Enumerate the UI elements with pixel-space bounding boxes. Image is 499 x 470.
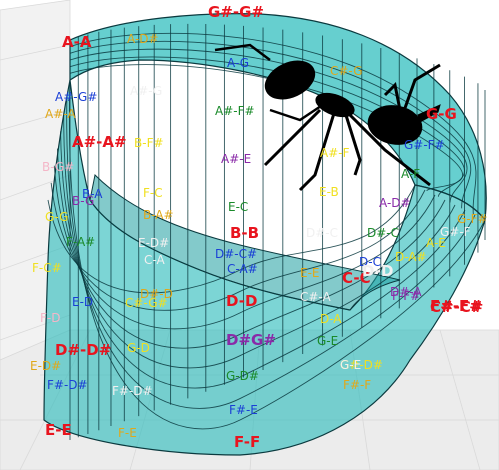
note-pair-label: G-G [426,105,457,123]
note-pair-label: D#-C [367,226,399,240]
ant-antenna [403,63,441,109]
note-pair-label: G-E [340,358,361,372]
note-pair-label: F#-F [343,378,371,392]
mesh-line [69,48,468,203]
mesh-line [68,79,486,430]
note-pair-label: E-E [300,266,320,280]
note-pair-label: A-D# [379,196,411,210]
ant-leg [214,43,271,61]
mesh-line [47,184,416,294]
note-pair-label: D#-D [140,287,173,301]
note-pair-label: F-F [234,433,260,451]
note-pair-label: B-A [82,187,103,201]
ant-leg [298,109,337,192]
note-pair-label: A#-G [130,84,162,98]
note-pair-label: E-D# [138,236,169,250]
note-pair-label: G-F# [457,212,488,226]
note-pair-label: B-F# [134,136,164,150]
note-pair-label: F-C [143,186,163,200]
note-pair-label: A-D# [127,32,159,46]
note-pair-label: E-E [45,421,72,439]
note-pair-label: C#-G [330,64,363,78]
surface [43,13,487,456]
mesh-line [69,32,477,215]
note-pair-label: A-E [426,236,446,250]
grid-line [0,109,71,131]
note-pair-label: C-C [342,269,371,287]
note-pair-label: A#-F# [215,104,255,118]
ant-leg [269,98,331,122]
ant-leg [263,108,322,167]
note-pair-label: G#-F# [404,138,445,152]
note-pair-label: E-D [72,295,93,309]
note-pair-label: A-G [227,56,249,70]
ant-mandible [417,104,441,123]
note-pair-label: F#-F# [430,297,482,315]
ant-icon [214,43,441,192]
note-pair-label: G-D# [226,369,259,383]
grid-line [439,329,481,470]
ant-leg [343,108,431,187]
mesh-line [53,165,436,330]
note-pair-label: D-C [359,255,381,269]
mesh-line [50,182,426,311]
note-pair-label: F-A# [66,235,95,249]
note-pair-label: D-A [320,312,342,326]
note-pair-label: D-D [226,292,257,310]
note-pair-label: B-G [72,194,94,208]
note-pair-label: F-D [40,311,60,325]
note-pair-label: C#-G# [125,296,168,310]
note-pair-label: A#-A# [72,133,127,151]
note-pair-label: F#-D# [112,384,153,398]
note-pair-label: C#-C# [430,298,483,316]
ant-leg [343,111,362,176]
note-pair-label: A#-F [320,146,350,160]
note-pair-label: F#-E [229,403,258,417]
note-pair-label: A-F [401,167,420,181]
note-pair-label: D#-C# [215,247,257,261]
note-pair-label: E-C [228,200,248,214]
grid-line [0,44,71,61]
mesh-line [69,40,472,209]
note-pair-label: A-A [62,33,92,51]
note-pair-label: A#-G# [55,90,97,104]
note-pair-label: B-A# [143,208,174,222]
note-pair-label: D#-C [306,226,338,240]
note-pair-label: B-B [230,224,259,242]
note-pair-label: A#-A [45,107,76,121]
ant-antenna [383,81,402,111]
note-pair-label: C-A# [227,262,258,276]
note-pair-label: G#-F [440,225,471,239]
note-pair-label: B-G# [42,160,74,174]
note-pair-label: C#-A [300,290,332,304]
note-pair-label: C-A [144,253,165,267]
ant-abdomen [264,60,316,100]
note-pair-label: D#-A [390,285,422,299]
note-pair-label: A#-E [221,152,251,166]
note-pair-label: F-E [118,426,137,440]
note-pair-label: D#G# [226,331,276,349]
note-pair-label: D#-D# [55,341,111,359]
note-pair-label: D-A# [395,250,427,264]
note-pair-label: E-B [319,185,339,199]
note-pair-label: G#-G# [208,3,264,21]
note-pair-label: G-E [317,334,338,348]
note-pair-label: F#-D# [47,378,88,392]
note-pair-label: G-D [127,341,150,355]
note-pair-label: G-G [45,210,68,224]
mesh-line [60,131,456,369]
note-pair-label: G#-D# [340,358,383,372]
note-pair-label: D-D [362,262,393,280]
surface-mesh [47,23,486,440]
note-pair-labels: G#-G# A-A A-D# A-G C#-G A#-G# A#-G A#-A A#-F# G-G… [30,3,488,451]
note-pair-label: F-C# [32,261,62,275]
note-pair-label: E-D# [30,359,61,373]
note-pair-label: F-F# [392,289,420,303]
